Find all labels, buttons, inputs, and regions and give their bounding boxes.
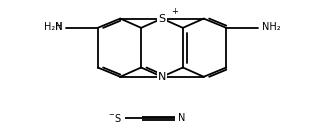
Text: N: N [158,72,166,82]
Text: H₂N: H₂N [44,21,63,31]
Text: H: H [55,21,63,31]
Text: N: N [178,113,185,123]
Text: S: S [158,14,166,24]
Text: NH₂: NH₂ [261,21,280,31]
Text: $^{-}$S: $^{-}$S [108,112,122,124]
Text: +: + [171,7,178,16]
